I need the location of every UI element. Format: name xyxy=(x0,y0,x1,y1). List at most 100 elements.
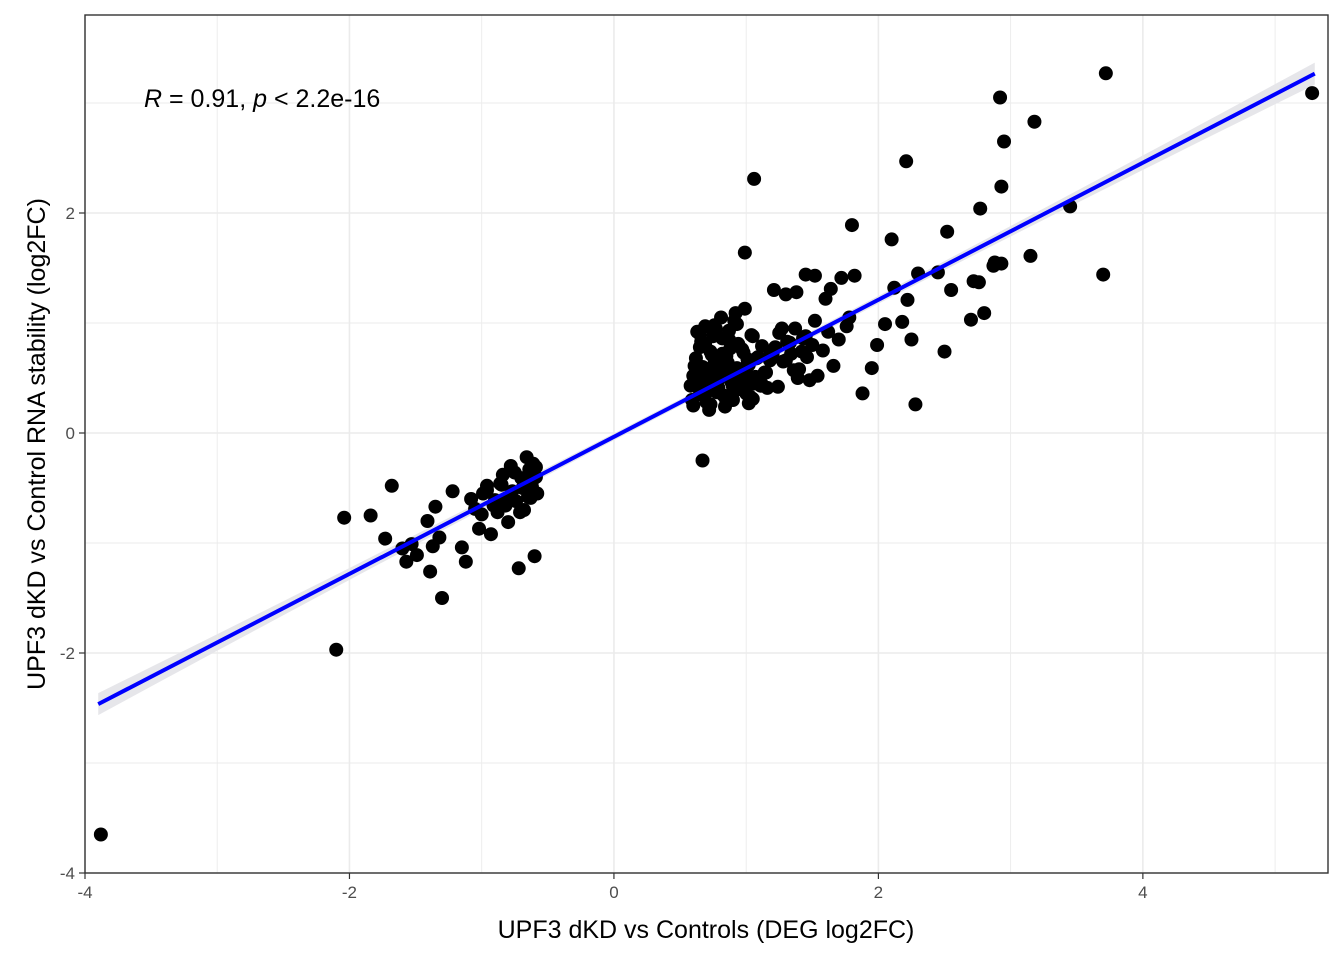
data-point xyxy=(788,321,803,336)
data-point xyxy=(692,340,707,355)
data-point xyxy=(815,343,830,358)
data-point xyxy=(864,361,879,376)
data-point xyxy=(710,385,725,400)
x-tick-label: -2 xyxy=(342,883,357,902)
data-point xyxy=(399,554,414,569)
data-point xyxy=(963,312,978,327)
data-point xyxy=(766,283,781,297)
data-point xyxy=(774,321,789,336)
data-point xyxy=(692,327,707,341)
data-point xyxy=(844,218,859,233)
data-point xyxy=(714,310,729,325)
data-point xyxy=(687,358,702,373)
data-point xyxy=(900,292,915,307)
data-point xyxy=(706,329,721,344)
data-point xyxy=(878,317,893,332)
y-tick-label: -2 xyxy=(60,644,75,663)
data-point xyxy=(428,499,443,514)
data-point xyxy=(458,554,473,569)
data-point xyxy=(686,398,701,413)
data-point xyxy=(870,338,885,352)
plot-border xyxy=(84,14,1329,874)
data-point xyxy=(378,531,393,546)
data-point xyxy=(823,281,838,296)
data-point xyxy=(420,514,435,528)
r-symbol: R xyxy=(144,85,162,113)
data-point xyxy=(729,317,744,332)
data-point xyxy=(790,371,805,385)
data-point xyxy=(908,397,923,412)
data-point xyxy=(807,268,822,283)
data-point xyxy=(1305,86,1320,101)
x-axis-title: UPF3 dKD vs Controls (DEG log2FC) xyxy=(498,916,915,944)
x-tick-label: 0 xyxy=(609,883,618,902)
data-point xyxy=(971,275,986,290)
data-point xyxy=(483,527,498,542)
data-point xyxy=(807,313,822,328)
data-point xyxy=(847,268,862,283)
data-point xyxy=(1098,66,1113,81)
x-tick-label: -4 xyxy=(77,883,92,902)
data-point xyxy=(826,358,841,373)
data-point xyxy=(802,373,817,388)
data-point xyxy=(454,540,469,555)
p-symbol: p xyxy=(252,85,267,113)
data-point xyxy=(834,270,849,285)
data-point xyxy=(855,386,870,401)
data-point xyxy=(527,549,542,564)
y-tick-label: -4 xyxy=(60,864,75,883)
data-point xyxy=(511,561,526,576)
data-point xyxy=(1096,267,1111,282)
data-point xyxy=(409,548,424,563)
data-point xyxy=(509,494,524,509)
data-point xyxy=(688,374,703,389)
data-point xyxy=(702,402,717,417)
p-value: < 2.2e-16 xyxy=(267,85,380,113)
correlation-annotation: R = 0.91, p < 2.2e-16 xyxy=(144,85,380,113)
data-points xyxy=(93,66,1320,842)
data-point xyxy=(895,314,910,329)
data-point xyxy=(940,224,955,239)
data-point xyxy=(993,90,1008,105)
data-point xyxy=(715,346,730,361)
data-point xyxy=(770,379,785,394)
y-axis-title: UPF3 dKD vs Control RNA stability (log2F… xyxy=(23,198,51,690)
data-point xyxy=(445,484,460,499)
data-point xyxy=(755,339,770,354)
data-point xyxy=(997,134,1012,149)
data-point xyxy=(384,478,399,493)
data-point xyxy=(707,356,722,371)
x-tick-label: 4 xyxy=(1138,883,1147,902)
x-axis-ticks: -4 -2 0 2 4 xyxy=(77,873,1148,902)
r-value: = 0.91, xyxy=(162,85,253,113)
data-point xyxy=(755,377,770,392)
plot-background xyxy=(85,15,1328,873)
data-point xyxy=(363,508,378,523)
data-point xyxy=(337,510,352,525)
data-point xyxy=(977,306,992,321)
data-point xyxy=(944,283,959,297)
data-point xyxy=(474,507,489,522)
data-point xyxy=(703,344,718,359)
data-point xyxy=(432,530,447,545)
data-point xyxy=(731,336,746,351)
data-point xyxy=(495,467,510,482)
y-axis-ticks: -4 -2 0 2 xyxy=(60,204,85,883)
data-point xyxy=(93,827,108,842)
data-point xyxy=(794,344,809,359)
data-point xyxy=(501,515,516,530)
data-point xyxy=(733,379,748,394)
regression-line-path xyxy=(97,71,1316,706)
data-point xyxy=(986,258,1001,273)
data-point xyxy=(520,489,535,504)
data-point xyxy=(789,285,804,300)
data-point xyxy=(725,393,740,407)
data-point xyxy=(737,301,752,316)
data-point xyxy=(423,564,438,579)
data-point xyxy=(528,460,543,475)
data-point xyxy=(994,179,1009,194)
regression-line xyxy=(97,71,1316,706)
data-point xyxy=(973,201,988,216)
data-point xyxy=(737,245,752,260)
